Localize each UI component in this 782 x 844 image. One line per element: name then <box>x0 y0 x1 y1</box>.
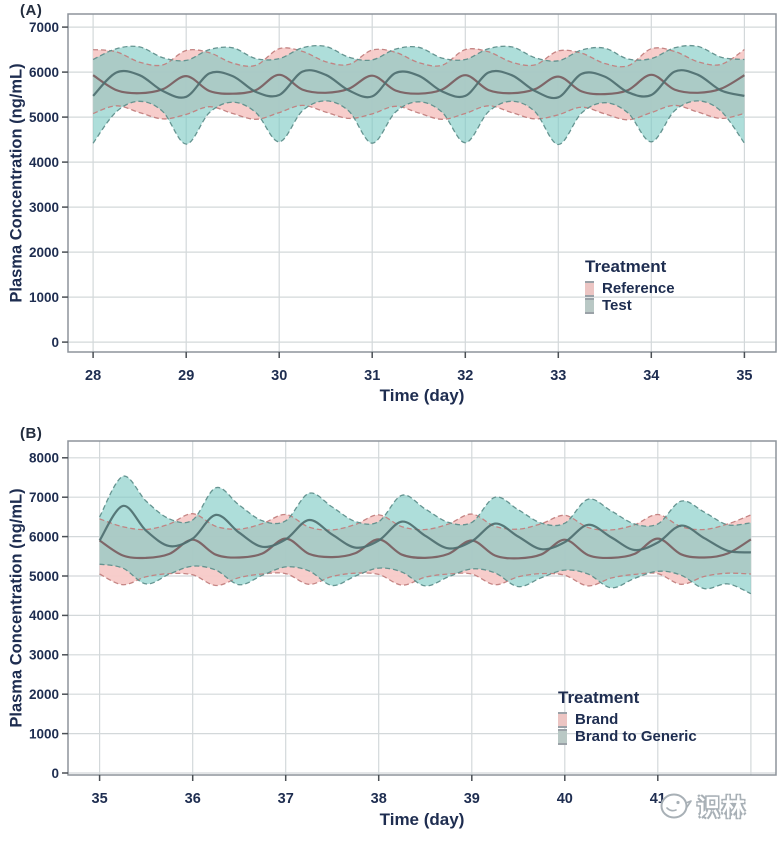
reference-mean-line <box>92 73 745 96</box>
y-tick-label: 2000 <box>29 687 59 702</box>
panel-b-chart: 35 36 37 38 39 40 4101000200030004000500060007… <box>29 440 777 807</box>
panel-b-legend: Treatment Brand Brand to Generic <box>558 688 697 745</box>
y-tick-label: 0 <box>51 335 59 350</box>
x-tick-label: 34 <box>643 368 659 384</box>
legend-label: Brand <box>575 711 619 728</box>
x-tick-label: 28 <box>85 368 101 384</box>
panel-a-legend: Treatment Reference Test <box>585 257 675 314</box>
panel-b-x-axis-title: Time (day) <box>379 810 465 829</box>
y-tick-label: 7000 <box>29 490 59 505</box>
x-tick-label: 35 <box>92 791 108 807</box>
panel-a-y-axis-title: Plasma Concentration (ng/mL) <box>7 63 26 303</box>
x-tick-label: 30 <box>271 368 287 384</box>
reference-lower-bound <box>92 104 745 121</box>
legend-label: Test <box>602 297 632 314</box>
y-tick-label: 3000 <box>29 200 59 215</box>
y-tick-label: 5000 <box>29 110 59 125</box>
brand-to-generic-lower-bound <box>99 563 752 595</box>
x-tick-label: 29 <box>178 368 194 384</box>
test-mean-line <box>92 69 745 100</box>
legend-title: Treatment <box>558 688 640 707</box>
brand-upper-bound <box>99 513 752 531</box>
axis-ticks: 28 29 30 31 32 33 34 35 0 1000 2000 3000 4000 5000 600… <box>29 20 753 384</box>
legend-item-test: Test <box>585 297 675 314</box>
plot-border <box>67 440 777 776</box>
panel-a-chart: 28 29 30 31 32 33 34 35 0 1000 2000 3000 4000 5000 600… <box>29 13 777 384</box>
reference-upper-bound <box>93 47 745 68</box>
legend-swatch-reference <box>585 280 594 297</box>
x-tick-label: 39 <box>464 791 480 807</box>
x-tick-label: 40 <box>557 791 573 807</box>
test-lower-bound <box>92 100 745 146</box>
test-band <box>93 45 745 145</box>
x-tick-label: 38 <box>371 791 387 807</box>
x-tick-label: 35 <box>736 368 752 384</box>
y-tick-label: 3000 <box>29 648 59 663</box>
y-tick-label: 6000 <box>29 529 59 544</box>
legend-label: Brand to Generic <box>575 728 697 745</box>
panel-a-x-axis-title: Time (day) <box>379 386 465 405</box>
y-tick-label: 7000 <box>29 20 59 35</box>
legend-label: Reference <box>602 280 675 297</box>
legend-item-brand-to-generic: Brand to Generic <box>558 728 697 745</box>
y-tick-label: 4000 <box>29 155 59 170</box>
y-tick-label: 1000 <box>29 290 59 305</box>
y-tick-label: 4000 <box>29 608 59 623</box>
legend-swatch-test <box>585 297 594 314</box>
brand-lower-bound <box>99 572 751 587</box>
legend-swatch-brand-to-generic <box>558 728 567 745</box>
y-tick-label: 0 <box>51 766 59 781</box>
y-tick-label: 5000 <box>29 569 59 584</box>
watermark: 识林 <box>658 788 747 822</box>
legend-item-reference: Reference <box>585 280 675 297</box>
x-tick-label: 37 <box>278 791 294 807</box>
y-tick-label: 1000 <box>29 726 59 741</box>
test-upper-bound <box>92 44 745 62</box>
panel-b-y-axis-title: Plasma Concentration (ng/mL) <box>7 488 26 728</box>
watermark-text: 识林 <box>697 794 747 820</box>
shilin-logo-icon <box>660 793 692 819</box>
y-tick-label: 6000 <box>29 65 59 80</box>
x-tick-label: 32 <box>457 368 473 384</box>
x-tick-label: 36 <box>185 791 201 807</box>
legend-swatch-brand <box>558 711 567 728</box>
x-tick-label: 33 <box>550 368 566 384</box>
legend-item-brand: Brand <box>558 711 697 728</box>
panel-b-letter: (B) <box>20 425 43 442</box>
axis-ticks: 35 36 37 38 39 40 4101000200030004000500060007… <box>29 451 666 807</box>
plot-border <box>67 13 777 353</box>
panel-a-letter: (A) <box>20 2 43 19</box>
y-tick-label: 2000 <box>29 245 59 260</box>
legend-title: Treatment <box>585 257 667 276</box>
y-tick-label: 8000 <box>29 451 59 466</box>
x-tick-label: 31 <box>364 368 380 384</box>
brand-to-generic-mean-line <box>98 504 751 554</box>
